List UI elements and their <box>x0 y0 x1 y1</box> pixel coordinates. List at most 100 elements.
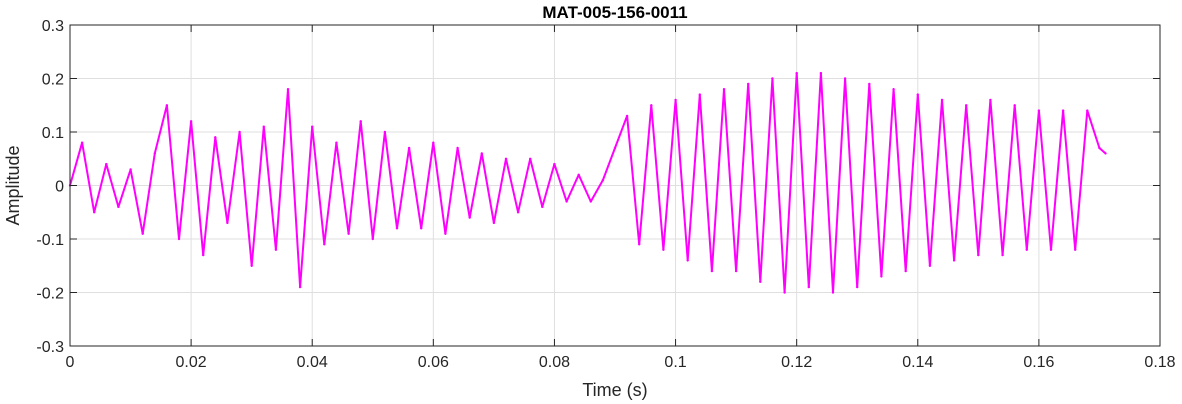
data-point <box>807 285 810 289</box>
data-point <box>262 125 265 128</box>
data-point <box>1104 152 1107 155</box>
data-point <box>698 93 701 96</box>
data-point <box>226 221 229 225</box>
data-point <box>601 178 605 182</box>
data-point <box>359 120 362 123</box>
ticks: 0 0.02 0.04 0.06 0.08 0.1 0.12 0.14 0.16 0.18 -0.3… <box>36 18 1175 371</box>
data-point <box>250 264 253 267</box>
x-tick-label: 0.1 <box>664 354 686 371</box>
data-point <box>286 88 290 91</box>
data-point <box>1037 109 1041 112</box>
data-point <box>989 98 992 102</box>
data-point <box>783 291 786 294</box>
data-point <box>759 280 762 283</box>
y-tick-label: 0 <box>55 179 64 196</box>
data-point <box>456 146 459 150</box>
data-point <box>734 269 738 273</box>
data-point <box>577 173 580 176</box>
data-point <box>625 114 629 118</box>
data-point <box>80 141 84 144</box>
y-tick-label: -0.1 <box>36 232 64 249</box>
data-point <box>311 125 314 128</box>
y-axis-label: Amplitude <box>3 145 23 225</box>
data-point <box>541 205 544 209</box>
data-point <box>977 253 980 257</box>
data-point <box>819 71 823 75</box>
data-point <box>1025 248 1029 251</box>
data-point <box>843 77 847 80</box>
data-point <box>722 88 726 91</box>
data-point <box>383 130 387 134</box>
y-tick-label: 0.2 <box>42 72 64 89</box>
data-point <box>274 248 278 251</box>
data-point <box>432 141 435 144</box>
data-point <box>613 146 617 150</box>
data-point <box>105 162 108 166</box>
data-point <box>1001 253 1004 257</box>
data-point <box>1074 248 1077 251</box>
data-point <box>928 264 932 267</box>
y-tick-label: -0.3 <box>36 339 64 356</box>
data-point <box>1013 104 1016 107</box>
data-point <box>710 269 714 273</box>
data-point <box>868 82 871 86</box>
data-point <box>323 243 326 246</box>
data-point <box>407 146 411 150</box>
data-point <box>892 88 895 91</box>
y-tick-label: 0.3 <box>42 18 64 35</box>
x-tick-label: 0 <box>66 354 75 371</box>
data-point <box>177 237 181 241</box>
data-point <box>165 104 169 107</box>
data-point <box>674 98 677 102</box>
data-point <box>141 232 144 235</box>
data-point <box>952 259 956 262</box>
data-point <box>529 157 532 160</box>
data-point <box>492 221 496 225</box>
y-tick-label: 0.1 <box>42 125 64 142</box>
data-point <box>638 243 641 246</box>
data-point <box>1061 109 1065 112</box>
data-point <box>129 168 132 171</box>
x-tick-label: 0.02 <box>176 354 207 371</box>
data-point <box>238 130 241 134</box>
data-point <box>335 141 338 144</box>
data-point <box>347 232 350 235</box>
data-point <box>371 237 374 241</box>
data-point <box>420 227 423 230</box>
data-point <box>504 157 508 160</box>
data-point <box>747 82 750 86</box>
data-point <box>1049 248 1053 251</box>
x-tick-label: 0.08 <box>539 354 570 371</box>
data-point <box>686 259 689 262</box>
x-tick-label: 0.12 <box>781 354 812 371</box>
x-axis-label: Time (s) <box>582 380 647 400</box>
data-point <box>650 104 653 107</box>
data-point <box>916 93 919 96</box>
data-point <box>795 71 798 75</box>
data-point <box>1086 109 1089 112</box>
data-point <box>153 152 156 155</box>
x-tick-label: 0.04 <box>297 354 328 371</box>
data-point <box>468 216 471 219</box>
data-point <box>553 162 556 166</box>
y-tick-label: -0.2 <box>36 286 64 303</box>
data-point <box>516 211 520 214</box>
chart-title: MAT-005-156-0011 <box>542 3 687 22</box>
data-point <box>904 269 907 273</box>
data-point <box>965 104 968 107</box>
data-point <box>771 77 774 80</box>
data-point <box>117 205 120 209</box>
data-point <box>940 98 944 102</box>
data-point <box>565 200 568 203</box>
data-point <box>202 253 205 257</box>
data-point <box>480 152 483 155</box>
plot-area <box>68 71 1107 294</box>
data-point <box>444 232 447 235</box>
data-point <box>856 285 859 289</box>
data-point <box>93 211 96 214</box>
data-point <box>662 248 665 251</box>
data-point <box>880 275 883 278</box>
data-point <box>214 136 217 139</box>
x-tick-label: 0.18 <box>1144 354 1175 371</box>
